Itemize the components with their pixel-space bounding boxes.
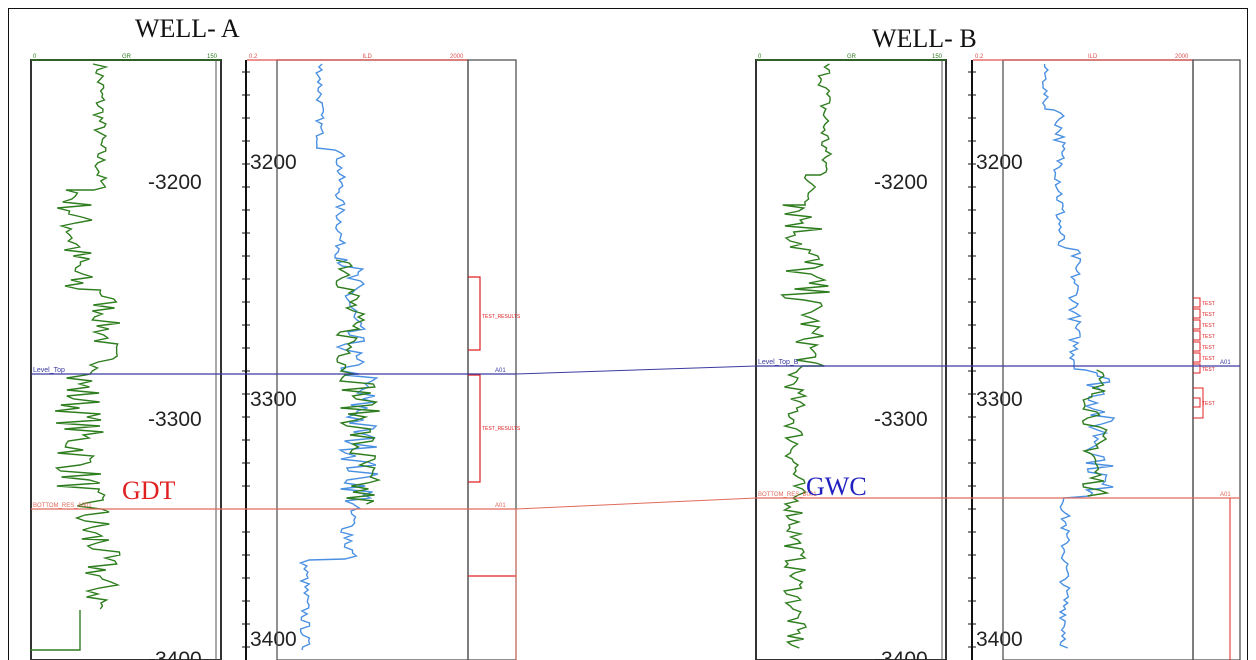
zone-track <box>467 59 517 660</box>
test-zone-tag-label: TEST <box>1202 345 1215 351</box>
depth-label-md: 3200 <box>250 151 297 174</box>
depth-label-md: 3400 <box>250 628 297 651</box>
gwc-label: GWC <box>806 472 867 501</box>
test-zone-tag <box>1193 363 1201 374</box>
res-scale-max: 2000 <box>450 54 464 60</box>
test-zone-tag-label: TEST <box>1202 367 1215 373</box>
depth-label-md: 3400 <box>976 628 1023 651</box>
test-zone-tag-label: TEST <box>1202 334 1215 340</box>
gamma-ray-curve <box>780 63 833 649</box>
test-zone-tag <box>1193 308 1201 319</box>
test-zone-2 <box>468 374 481 483</box>
well-b-tracks: 0 GR 150 -3200 -3300 -3400 3200 3300 3400 0.2 ILD 2… <box>755 54 1241 660</box>
gamma-ray-tail <box>30 610 81 651</box>
gr-scale-name: GR <box>847 54 857 60</box>
res-scale-name: ILD <box>363 54 373 60</box>
res-scale-min: 0.2 <box>975 54 984 60</box>
test-zone-tag <box>1193 397 1201 408</box>
bottom-marker-flag: A01 <box>1220 492 1231 498</box>
test-zone-lower <box>1193 387 1204 419</box>
test-zone-tag-label: TEST <box>1202 301 1215 307</box>
bottom-marker-label: BOTTOM_RES_A001 <box>33 503 92 509</box>
gamma-ray-curve <box>54 63 121 610</box>
depth-label-md: 3300 <box>976 388 1023 411</box>
top-marker-label: Level_Top <box>33 367 65 374</box>
gr-scale-min: 0 <box>758 54 762 60</box>
well-a-tracks: 0 GR 150 -3200 -3300 -3400 3200 3300 3400 0.2 ILD 2… <box>30 54 521 660</box>
gr-scale-max: 150 <box>207 54 218 60</box>
test-zone-label: TEST_RESULTS <box>482 426 521 432</box>
resistivity-curve <box>298 63 379 651</box>
test-zone-tag-label: TEST <box>1202 401 1215 407</box>
test-zone-label: TEST_RESULTS <box>482 314 521 320</box>
gr-scale-name: GR <box>122 54 132 60</box>
top-marker-label: Level_Top_B <box>758 359 799 366</box>
well-b-title: WELL- B <box>872 24 977 53</box>
depth-label-subsea: -3400 <box>148 648 202 660</box>
bottom-marker-label: BOTTOM_RES_B001 <box>758 492 817 498</box>
depth-label-subsea: -3200 <box>148 171 202 194</box>
top-marker-flag: A01 <box>1220 360 1231 366</box>
gr-track <box>30 59 222 660</box>
resistivity-curve <box>1041 63 1116 649</box>
correlation-markers: Level_Top Level_Top_B A01 A01 BOTTOM_RES_A00… <box>31 359 1240 660</box>
test-zone-1 <box>468 276 481 351</box>
bottom-marker-correlation <box>515 497 757 510</box>
res-scale-min: 0.2 <box>249 54 258 60</box>
test-zone-tag <box>1193 330 1201 341</box>
res-scale-max: 2000 <box>1175 54 1189 60</box>
depth-label-subsea: -3300 <box>148 408 202 431</box>
test-zone-tag <box>1193 319 1201 330</box>
gdt-label: GDT <box>122 476 176 505</box>
test-zone-tag-label: TEST <box>1202 312 1215 318</box>
top-marker-flag: A01 <box>495 368 506 374</box>
test-zone-tag <box>1193 341 1201 352</box>
gamma-ray-overlay <box>1081 369 1110 497</box>
res-track <box>1002 59 1194 660</box>
zone-track <box>1192 59 1241 660</box>
figure-frame <box>8 8 1248 660</box>
depth-label-subsea: -3400 <box>874 648 928 660</box>
top-marker-correlation <box>515 365 757 375</box>
test-zone-tag-label: TEST <box>1202 323 1215 329</box>
test-zone-tag <box>1193 352 1201 363</box>
depth-label-subsea: -3300 <box>874 408 928 431</box>
well-a-title: WELL- A <box>135 14 240 43</box>
test-zone-tag-label: TEST <box>1202 356 1215 362</box>
gr-scale-min: 0 <box>33 54 37 60</box>
depth-label-md: 3200 <box>976 151 1023 174</box>
gamma-ray-overlay <box>335 259 382 505</box>
depth-label-subsea: -3200 <box>874 171 928 194</box>
gr-scale-max: 150 <box>932 54 943 60</box>
res-scale-name: ILD <box>1088 54 1098 60</box>
test-zone-tag <box>1193 297 1201 308</box>
depth-label-md: 3300 <box>250 388 297 411</box>
bottom-marker-flag: A01 <box>495 503 506 509</box>
